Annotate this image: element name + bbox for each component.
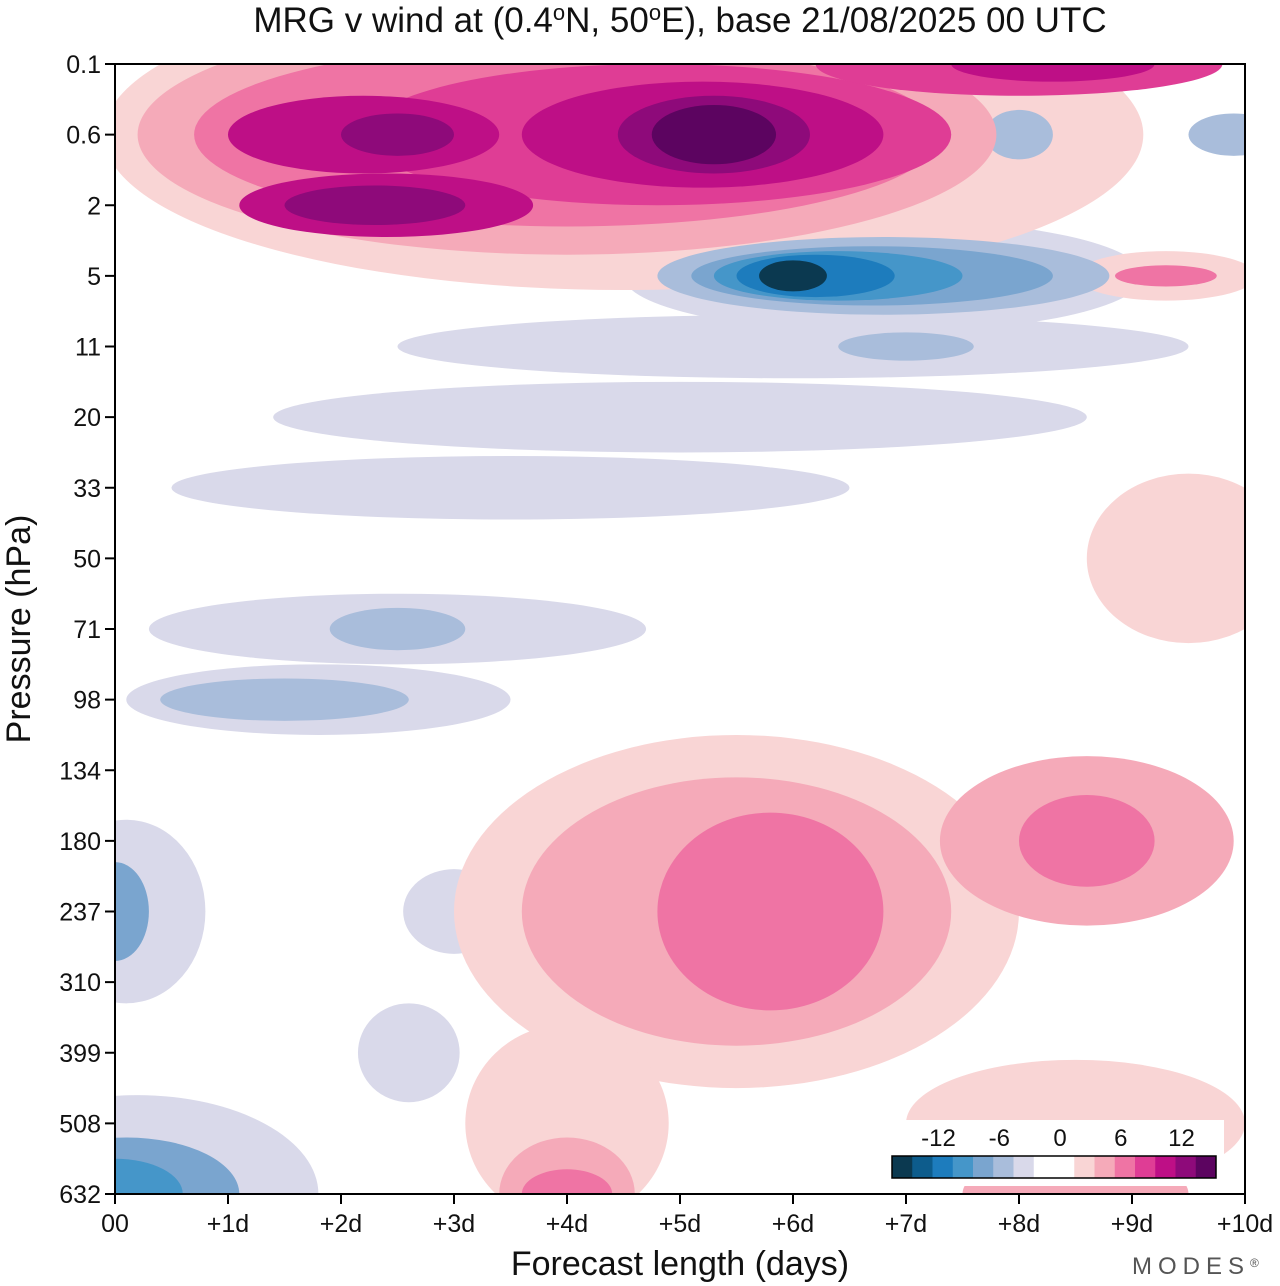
y-tick-label: 134 [59, 757, 101, 785]
contour-lower-strat-neg-neg2 [329, 607, 466, 651]
contour-tropos-neg-neg1 [357, 1003, 460, 1103]
x-tick-label: +7d [885, 1210, 927, 1238]
y-tick-label: 20 [73, 404, 101, 432]
contour-strat-pos-mid-pos6 [284, 185, 466, 226]
y-axis-label: Pressure (hPa) [0, 515, 38, 744]
colorbar-swatch [1013, 1156, 1035, 1178]
y-tick-label: 11 [75, 334, 101, 362]
contour-strat-pos-west-pos6 [341, 113, 454, 156]
y-axis-ticks: 0.1 0.6 2 5 11 20 33 50 71 98 134 180 237 310 399 508 63… [59, 51, 115, 1209]
colorbar-swatch [1054, 1156, 1075, 1178]
contour-trop-pos-main-pos3 [657, 812, 884, 1011]
x-tick-label: +4d [546, 1210, 588, 1238]
colorbar-swatch [952, 1156, 974, 1178]
colorbar-legend: -12 -6 0 6 12 [890, 1120, 1224, 1186]
colorbar-swatch [912, 1156, 933, 1178]
y-tick-label: 33 [73, 475, 101, 503]
colorbar-tick-label: 6 [1114, 1125, 1127, 1152]
contour-east-pos-lower-pos1 [1086, 473, 1245, 644]
colorbar-swatch [993, 1156, 1014, 1178]
y-tick-label: 71 [73, 616, 101, 644]
x-axis-ticks: 00 +1d +2d +3d +4d +5d +6d +7d +8d +9d +10d [101, 1194, 1273, 1238]
x-tick-label: +10d [1217, 1210, 1273, 1238]
y-tick-label: 310 [59, 969, 101, 997]
x-tick-label: 00 [101, 1210, 129, 1238]
x-tick-label: +3d [433, 1210, 475, 1238]
contour-lower-strat-neg-2-neg2 [160, 678, 409, 721]
contour-mid-neg-west-neg3 [115, 862, 149, 961]
contour-trop-pos-east-pos3 [1019, 794, 1155, 887]
x-tick-label: +1d [207, 1210, 249, 1238]
contour-sfc-pos-pos3 [521, 1169, 613, 1194]
y-tick-label: 2 [87, 192, 101, 220]
contour-upper-east-neg-neg2 [985, 109, 1053, 160]
contour-strat-pos-ne-pos5 [951, 64, 1155, 82]
contour-strat-pos-top-pos7 [651, 104, 777, 165]
x-tick-label: +2d [320, 1210, 362, 1238]
y-tick-label: 399 [59, 1040, 101, 1068]
colorbar-swatch [1135, 1156, 1156, 1178]
colorbar-swatch [1175, 1156, 1197, 1178]
y-tick-label: 0.1 [66, 51, 101, 79]
x-tick-label: +8d [998, 1210, 1040, 1238]
colorbar-tick-label: 0 [1053, 1125, 1066, 1152]
x-tick-label: +9d [1111, 1210, 1153, 1238]
contour-east-pos-pos3 [1115, 265, 1217, 287]
y-tick-label: 50 [73, 545, 101, 573]
colorbar-swatch [1195, 1156, 1217, 1178]
x-tick-label: +6d [772, 1210, 814, 1238]
y-tick-label: 237 [59, 899, 101, 927]
y-tick-label: 180 [59, 828, 101, 856]
x-tick-label: +5d [659, 1210, 701, 1238]
y-tick-label: 0.6 [66, 122, 101, 150]
contour-strat-neg-core-neg7 [759, 260, 827, 292]
brand-label: MODES® [1132, 1253, 1265, 1280]
contour-mid-strat-neg-neg1 [273, 381, 1087, 453]
contour-mid-strat-neg-2-neg2 [838, 332, 974, 361]
colorbar-tick-label: -6 [989, 1125, 1010, 1152]
colorbar-tick-label: 12 [1168, 1125, 1195, 1152]
colorbar-swatch [1114, 1156, 1136, 1178]
colorbar-frame [891, 1155, 1217, 1179]
y-tick-label: 508 [59, 1110, 101, 1138]
contour-sfc-pos-pos1 [465, 1024, 669, 1194]
chart-title: MRG v wind at (0.4oN, 50oE), base 21/08/… [253, 0, 1106, 40]
colorbar-swatch [892, 1156, 913, 1178]
contour-mid-neg-west-neg1 [115, 819, 206, 1004]
y-tick-label: 98 [73, 687, 101, 715]
x-axis-label: Forecast length (days) [511, 1245, 849, 1283]
y-tick-label: 632 [59, 1181, 101, 1209]
colorbar-swatch [973, 1156, 994, 1178]
colorbar-tick-label: -12 [921, 1125, 956, 1152]
y-tick-label: 5 [87, 263, 101, 291]
contour-mid-strat-neg-2-neg1 [397, 314, 1189, 379]
colorbar-swatch [1155, 1156, 1176, 1178]
colorbar-swatch [932, 1156, 954, 1178]
contour-sfc-neg-neg4 [115, 1158, 183, 1194]
colorbar-swatch [1094, 1156, 1116, 1178]
contour-mid-strat-neg-neg1 [171, 455, 850, 520]
colorbar-swatch [1074, 1156, 1095, 1178]
contour-upper-east-neg-neg2 [1188, 113, 1245, 156]
colorbar-swatch [1033, 1156, 1055, 1178]
